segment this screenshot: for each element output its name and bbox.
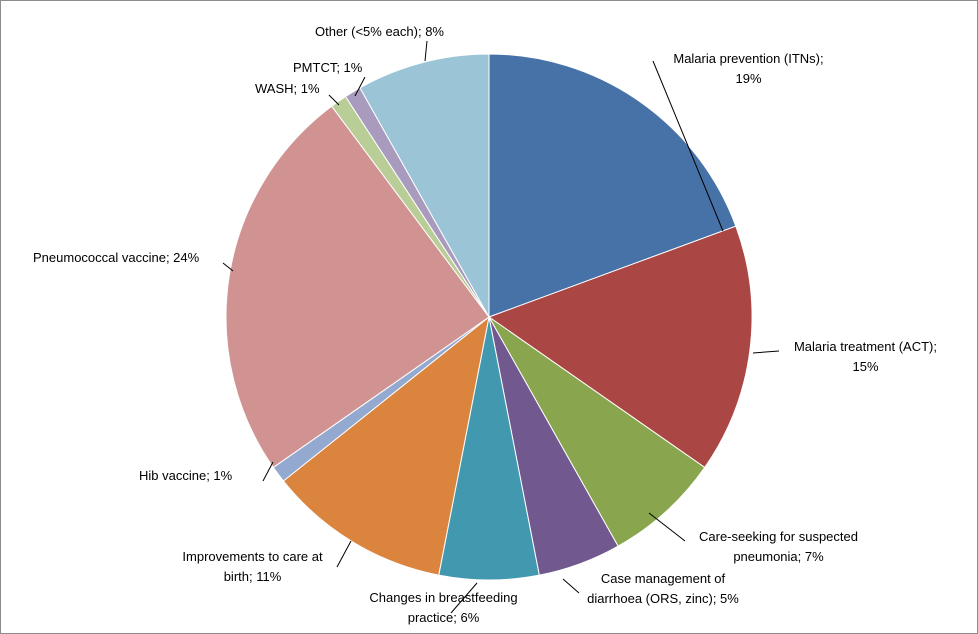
- slice-label: Care-seeking for suspected: [699, 529, 858, 544]
- leader-line: [652, 60, 724, 232]
- pie-slice: [282, 315, 490, 576]
- slice-label: PMTCT; 1%: [293, 60, 363, 75]
- slice-label: diarrhoea (ORS, zinc); 5%: [587, 591, 739, 606]
- leader-line: [450, 582, 478, 614]
- slice-labels: Malaria prevention (ITNs); 19% Malaria tre…: [33, 24, 937, 625]
- leader-line: [648, 512, 686, 542]
- leader-line: [752, 350, 780, 354]
- slice-label: Pneumococcal vaccine; 24%: [33, 250, 200, 265]
- pie-slice: [225, 105, 490, 469]
- leader-line: [562, 578, 580, 594]
- leader-line: [222, 262, 234, 272]
- slice-label: 19%: [735, 71, 761, 86]
- slice-label: 15%: [852, 359, 878, 374]
- pie-slice: [487, 225, 753, 469]
- leader-line: [336, 540, 352, 568]
- pie-slice: [488, 53, 737, 318]
- slice-label: WASH; 1%: [255, 81, 320, 96]
- slice-label: Improvements to care at: [182, 549, 323, 564]
- slice-label: pneumonia; 7%: [733, 549, 824, 564]
- slice-label: Other (<5% each); 8%: [315, 24, 444, 39]
- slice-label: Malaria treatment (ACT);: [794, 339, 937, 354]
- leader-line: [328, 94, 340, 106]
- leader-lines: [222, 40, 780, 614]
- slice-label: birth; 11%: [224, 569, 282, 584]
- pie-slice: [488, 316, 706, 547]
- slice-label: Malaria prevention (ITNs);: [673, 51, 823, 66]
- leader-line: [262, 461, 274, 482]
- leader-line: [424, 40, 428, 62]
- pie-slices: [225, 53, 753, 581]
- slice-label: Case management of: [601, 571, 726, 586]
- slice-label: Hib vaccine; 1%: [139, 468, 233, 483]
- slice-label: Changes in breastfeeding: [369, 590, 517, 605]
- leader-line: [354, 76, 366, 97]
- slice-label: practice; 6%: [408, 610, 480, 625]
- pie-slice: [359, 53, 490, 319]
